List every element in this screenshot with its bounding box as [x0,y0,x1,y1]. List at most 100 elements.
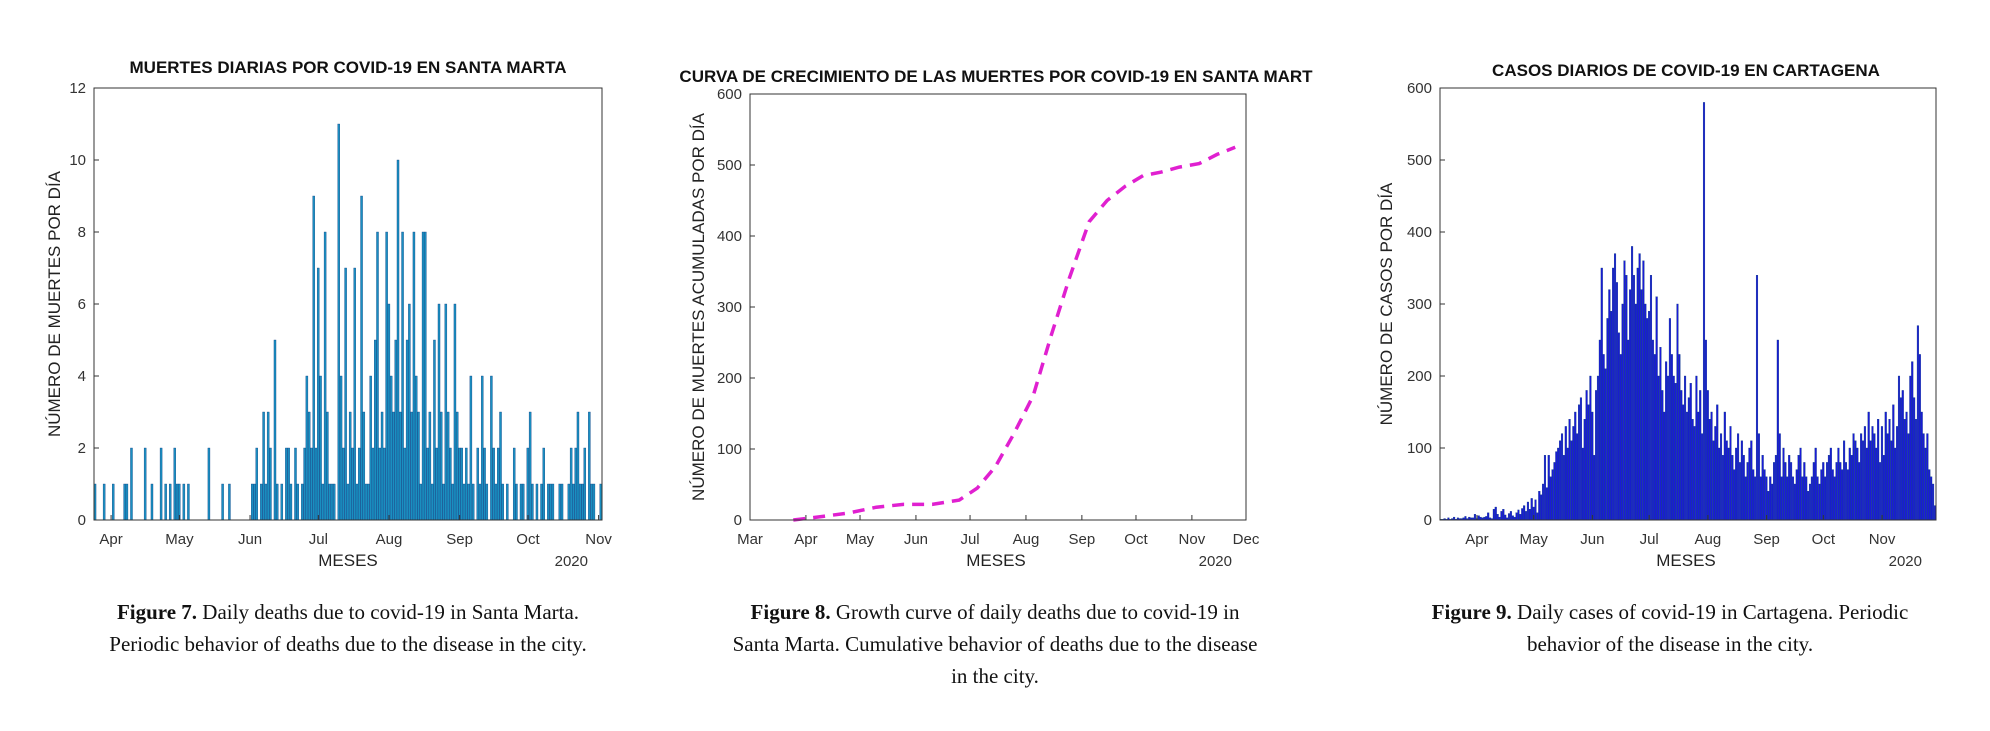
bar [1811,477,1813,520]
bar [251,484,253,520]
bar [288,448,290,520]
bar [1896,426,1898,520]
bar [354,268,356,520]
year-label: 2020 [1889,553,1922,570]
y-tick-label: 0 [1424,512,1432,529]
bar [1639,254,1641,520]
caption-line: in the city. [690,660,1300,692]
bar [417,412,419,520]
bar [433,340,435,520]
bar [454,304,456,520]
x-tick-label: Nov [1869,531,1896,548]
bar [1877,419,1879,520]
bar [1671,354,1673,520]
chart-title: CURVA DE CRECIMIENTO DE LAS MUERTES POR … [679,67,1313,86]
bar [1809,484,1811,520]
bar [320,376,322,520]
bar [1535,500,1537,520]
bar [324,232,326,520]
figure-9-caption: Figure 9. Daily cases of covid-19 in Car… [1390,596,1950,660]
bar [388,304,390,520]
y-tick-label: 6 [78,296,86,313]
bar [174,448,176,520]
bar [1529,509,1531,520]
bar [1557,448,1559,520]
bar [1847,470,1849,520]
bar [1520,514,1522,520]
bar [340,376,342,520]
x-tick-label: Mar [737,531,763,548]
bar [1629,290,1631,520]
bar [1716,405,1718,520]
bar [1576,434,1578,520]
bar [333,484,335,520]
bar [1485,516,1487,520]
bar [1803,462,1805,520]
bar [1705,340,1707,520]
bar [1902,390,1904,520]
bar [1603,354,1605,520]
bar [160,448,162,520]
bar [1548,455,1550,520]
bar [1862,441,1864,520]
x-axis-label: MESES [318,551,378,570]
bar [1635,304,1637,520]
bar [1864,426,1866,520]
bar [577,412,579,520]
bar [413,232,415,520]
bar [436,448,438,520]
bar [1478,516,1480,520]
bar [443,484,445,520]
bar [1504,515,1506,520]
caption-text: Daily cases of covid-19 in Cartagena. Pe… [1512,600,1909,624]
bar [529,412,531,520]
bar [547,484,549,520]
bar [358,448,360,520]
bar [438,304,440,520]
bar [1760,477,1762,520]
bar [222,484,224,520]
x-tick-label: Nov [585,531,612,548]
bar [308,412,310,520]
bar [183,484,185,520]
bar [588,412,590,520]
bar [1527,502,1529,520]
x-tick-label: May [846,531,875,548]
bar [1584,419,1586,520]
bar [543,448,545,520]
bar [582,484,584,520]
bar [376,232,378,520]
bar [1830,448,1832,520]
bar [1798,455,1800,520]
bar [1762,455,1764,520]
line-series [793,147,1235,520]
bar [1646,318,1648,520]
x-tick-label: Nov [1179,531,1206,548]
bar [1690,383,1692,520]
x-tick-label: Dec [1233,531,1260,548]
bar [103,484,105,520]
bar [1501,511,1503,520]
bar [1764,470,1766,520]
bar [1849,448,1851,520]
bar [1550,477,1552,520]
bar [1735,448,1737,520]
bar [1465,516,1467,520]
bar [1724,412,1726,520]
bar [540,484,542,520]
bar [1707,390,1709,520]
y-tick-label: 4 [78,368,86,385]
bar [427,448,429,520]
bar [1718,448,1720,520]
bar [347,484,349,520]
bar [1546,488,1548,520]
bar [301,484,303,520]
chart-title: MUERTES DIARIAS POR COVID-19 EN SANTA MA… [130,58,567,77]
bar [363,412,365,520]
bar [349,412,351,520]
y-tick-label: 400 [717,228,742,245]
bar [1474,514,1476,520]
y-tick-label: 300 [1407,296,1432,313]
bar [1644,304,1646,520]
x-axis-label: MESES [1656,551,1716,570]
